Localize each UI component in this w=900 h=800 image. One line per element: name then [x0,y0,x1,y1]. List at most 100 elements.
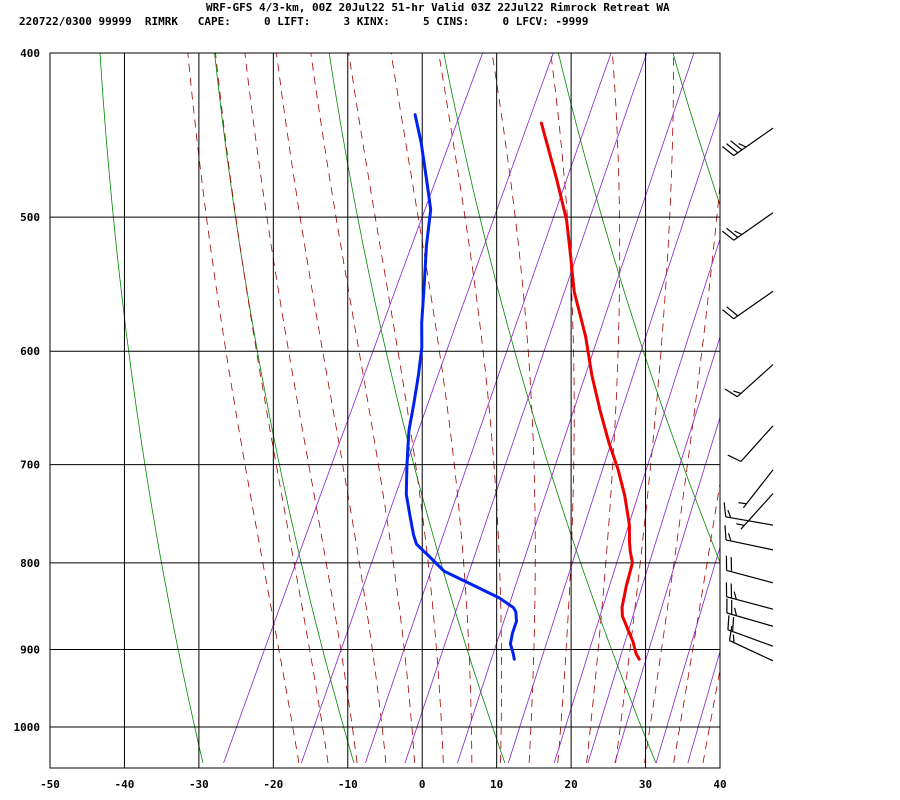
mixing-ratio-line [223,53,484,764]
wind-barb-feather [730,140,743,151]
wind-barb-feather [723,502,727,517]
wind-barb-feather [724,525,727,540]
temperature-tick-label: 20 [564,778,577,791]
wind-barb-shaft [726,612,774,627]
moist-adiabat-line [702,667,720,763]
dewpoint-profile-line [404,113,518,661]
moist-adiabat-line [615,53,674,763]
wind-barb [722,290,774,320]
moist-adiabat-line [732,34,876,763]
wind-barb [722,127,774,157]
wind-barb [722,212,774,241]
pressure-tick-label: 500 [20,211,40,224]
temperature-tick-label: -50 [40,778,60,791]
wind-barb-shaft [733,212,774,241]
moist-adiabat-line [275,53,387,763]
temperature-profile-line [539,121,641,661]
wind-barb [724,364,774,398]
wind-barb-feather [726,143,739,154]
temperature-tick-label: 0 [419,778,426,791]
wind-barb-feather [733,390,742,394]
wind-barb-feather [734,230,743,236]
dry-adiabat-line [895,34,900,763]
sounding-profiles [404,113,641,661]
moist-adiabat-line [390,53,473,763]
temperature-tick-label: 40 [713,778,726,791]
wind-barbs [722,127,774,662]
mixing-ratio-line [553,237,720,764]
wind-barb-feather [738,502,747,505]
mixing-ratio-line [687,650,720,764]
wind-barb [727,425,774,463]
dry-adiabat-line [99,53,204,763]
wind-barb [727,615,774,647]
wind-barb-shaft [726,569,774,584]
wind-barb-feather [722,309,735,320]
station-indices-line: 220722/0300 99999 RIMRK CAPE: 0 LIFT: 3 … [19,15,589,28]
mixing-ratio-line [301,53,554,764]
wind-barb-shaft [725,539,774,551]
temperature-tick-label: -30 [189,778,209,791]
wind-barb-feather [722,230,735,241]
wind-barb-feather [726,306,739,317]
pressure-tick-label: 400 [20,47,40,60]
wind-barb-feather [732,616,735,632]
temperature-tick-label: 30 [639,778,652,791]
pressure-tick-label: 800 [20,557,40,570]
wind-barb-feather [732,634,735,643]
pressure-tick-label: 1000 [14,721,41,734]
wind-barb [736,493,774,530]
plot-frame [49,52,721,769]
temperature-tick-labels: -50 -40 -30 -20 -10 0 10 20 30 40 [40,778,727,791]
wind-barb-feather [727,533,732,542]
wind-barb-feather [736,523,745,526]
wind-barb [723,502,774,526]
dry-adiabat-line [781,34,900,763]
wind-barb [726,598,774,627]
wind-barb-shaft [736,364,774,398]
wind-barb-feather [727,615,730,630]
wind-barb-shaft [740,493,774,530]
dry-adiabat-line [557,53,720,564]
mixing-ratio-line [587,335,720,764]
wind-barb [725,555,774,584]
wind-barb-shaft [733,290,774,320]
wind-barb-shaft [740,425,774,462]
dry-adiabat-line [672,53,720,207]
moist-adiabat-line [187,53,300,763]
grid-lines [50,52,720,768]
pressure-tick-label: 600 [20,345,40,358]
temperature-tick-label: -40 [115,778,135,791]
wind-barb-feather [733,591,737,600]
mixing-ratio-line [507,110,720,764]
moist-adiabat-line [550,53,575,763]
wind-barb-shaft [726,596,774,610]
wind-barb-feather [722,146,735,157]
temperature-tick-label: -20 [263,778,283,791]
wind-barb-shaft [729,640,774,662]
temperature-tick-label: 10 [490,778,503,791]
moist-adiabat-line [673,480,720,763]
mixing-ratio-line [614,416,720,764]
wind-barb-feather [727,509,732,518]
wind-barb [738,469,774,509]
wind-barb [725,582,774,610]
wind-barb-feather [726,227,739,238]
thermodynamic-background-lines [99,34,900,764]
pressure-tick-label: 900 [20,643,40,656]
moist-adiabat-line [310,53,415,763]
mixing-ratio-line [365,53,612,764]
wind-barb-shaft [742,469,774,509]
temperature-tick-label: -10 [338,778,358,791]
wind-barb-feather [738,143,747,148]
wind-barb-feather [727,454,742,463]
wind-barb-feather [724,388,738,398]
moist-adiabat-line [586,53,621,763]
pressure-tick-label: 700 [20,459,40,472]
wind-barb-shaft [725,516,774,526]
mixing-ratio-line [655,545,720,764]
wind-barb-shaft [733,127,774,157]
wind-barb-feather [728,626,733,641]
moist-adiabat-line [348,53,444,763]
chart-title: WRF-GFS 4/3-km, 00Z 20Jul22 51-hr Valid … [206,1,670,14]
